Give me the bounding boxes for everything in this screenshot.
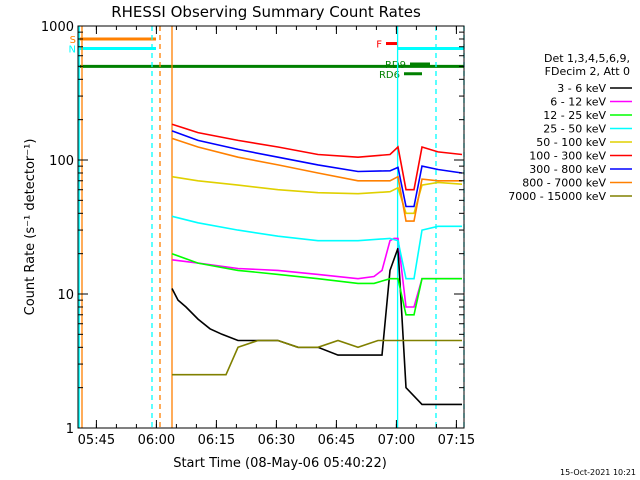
legend-entry-label: 12 - 25 keV [543,109,606,122]
series-line [171,130,463,208]
y-tick-label: 1000 [41,20,74,35]
series-layer [171,123,463,406]
series-line [171,215,462,280]
y-tick-label: 100 [49,154,74,169]
x-tick-label: 06:30 [258,433,295,448]
status-bar-label: F [376,40,382,51]
series-line [171,137,462,222]
legend-entry-label: 6 - 12 keV [550,96,606,109]
series-line [171,247,462,406]
legend-entry-label: 300 - 800 keV [529,163,606,176]
y-tick-label: 1 [66,422,74,437]
series-line [171,123,463,191]
series-line [171,237,462,308]
status-bar-label: RD9 [385,60,406,71]
legend: Det 1,3,4,5,6,9,FDecim 2, Att 0 3 - 6 keV… [508,52,632,203]
legend-header-line: Det 1,3,4,5,6,9, [544,52,630,65]
legend-entry-label: 3 - 6 keV [557,82,606,95]
footer-timestamp: 15-Oct-2021 10:21 [560,468,636,477]
legend-entry-label: 25 - 50 keV [543,123,606,136]
x-tick-label: 07:15 [438,433,475,448]
legend-entry-label: 800 - 7000 keV [522,177,606,190]
status-bar-label: RD6 [379,70,400,81]
legend-header-line: FDecim 2, Att 0 [545,65,630,78]
series-line [171,252,462,316]
x-axis-label: Start Time (08-May-06 05:40:22) [173,456,387,471]
series-line [171,175,463,215]
plot-frame [77,25,465,429]
axis-layer: 05:45 06:00 06:15 06:30 06:45 07:00 07:15 1 10 10… [41,20,475,448]
legend-entry-label: 100 - 300 keV [529,150,606,163]
status-bar-label: N [69,44,76,55]
x-tick-label: 06:15 [198,433,235,448]
series-line [172,339,462,376]
y-axis-label: Count Rate (s⁻¹ detector⁻¹) [23,139,38,316]
x-tick-label: 06:00 [138,433,175,448]
x-tick-label: 07:00 [378,433,415,448]
y-tick-label: 10 [57,288,74,303]
legend-entry-label: 7000 - 15000 keV [508,190,606,203]
x-tick-label: 06:45 [318,433,355,448]
legend-entry-label: 50 - 100 keV [536,136,606,149]
status-bar-label: S [70,35,76,46]
chart-title: RHESSI Observing Summary Count Rates [111,3,421,21]
x-tick-label: 05:45 [78,433,115,448]
